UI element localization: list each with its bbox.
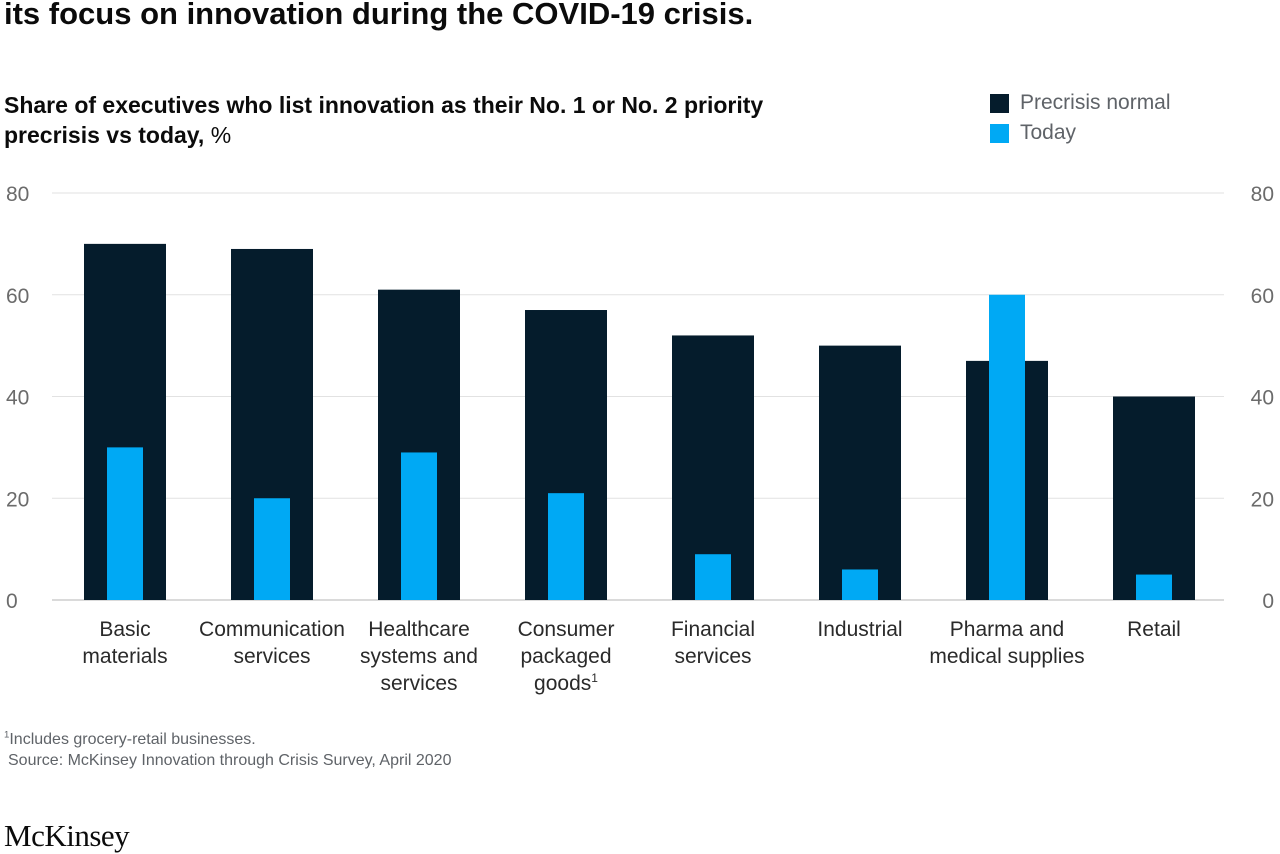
y-tick-left-40: 40	[6, 387, 29, 410]
footnote-note: 1Includes grocery-retail businesses.	[4, 729, 256, 748]
chart-subtitle: Share of executives who list innovation …	[4, 90, 763, 150]
x-category-label: systems and	[360, 645, 478, 668]
subtitle-unit: %	[210, 122, 232, 148]
x-category-label: goods1	[534, 671, 598, 695]
x-category-label: medical supplies	[929, 645, 1084, 668]
bar-today-5	[842, 569, 878, 600]
y-tick-right-60: 60	[1251, 285, 1274, 308]
footnotes: 1Includes grocery-retail businesses. Sou…	[4, 729, 451, 771]
bar-precrisis-7	[1113, 396, 1195, 600]
legend-label-today: Today	[1020, 121, 1077, 144]
category-footnote-marker: 1	[591, 671, 598, 685]
x-category-label: services	[380, 672, 457, 695]
bar-precrisis-5	[819, 345, 901, 600]
subtitle-line-2: precrisis vs today,	[4, 122, 205, 148]
y-tick-left-60: 60	[6, 285, 29, 308]
footnote-text: Includes grocery-retail businesses.	[9, 731, 256, 748]
y-tick-right-80: 80	[1251, 183, 1274, 206]
x-category-label: Basic	[99, 618, 150, 641]
bar-today-6	[989, 294, 1025, 600]
footnote-marker: 1	[4, 729, 10, 741]
bar-today-7	[1136, 574, 1172, 600]
x-category-label: services	[674, 645, 751, 668]
bar-today-0	[107, 447, 143, 600]
x-category-label: Healthcare	[368, 618, 470, 641]
y-tick-right-0: 0	[1262, 590, 1274, 613]
x-category-label: Pharma and	[950, 618, 1064, 641]
chart-legend: Precrisis normal Today	[990, 88, 1171, 148]
subtitle-line-1: Share of executives who list innovation …	[4, 92, 764, 118]
bar-today-1	[254, 498, 290, 600]
bar-today-3	[548, 493, 584, 600]
y-tick-left-20: 20	[6, 488, 29, 511]
x-category-label: Industrial	[817, 618, 902, 641]
y-tick-right-20: 20	[1251, 488, 1274, 511]
mckinsey-logo: McKinsey	[4, 818, 130, 853]
x-category-label: Consumer	[518, 618, 615, 641]
bar-chart: 0 0 20 20 40 40 60 60 80 80 Basic materials Communic…	[6, 183, 1274, 695]
y-tick-left-80: 80	[6, 183, 29, 206]
legend-swatch-precrisis	[990, 93, 1009, 113]
x-category-label: Financial	[671, 618, 755, 641]
y-tick-right-40: 40	[1251, 387, 1274, 410]
footnote-source: Source: McKinsey Innovation through Cris…	[8, 752, 452, 769]
legend-swatch-today	[990, 123, 1009, 143]
bar-today-4	[695, 554, 731, 600]
x-category-label: materials	[82, 645, 167, 668]
legend-item-today: Today	[990, 118, 1171, 148]
x-category-label: packaged	[520, 645, 611, 668]
x-category-label: services	[233, 645, 310, 668]
legend-label-precrisis: Precrisis normal	[1020, 91, 1171, 114]
x-category-label: Retail	[1127, 618, 1181, 641]
legend-item-precrisis: Precrisis normal	[990, 88, 1171, 118]
x-category-label: Communication	[199, 618, 345, 641]
bar-today-2	[401, 452, 437, 600]
y-tick-left-0: 0	[6, 590, 18, 613]
headline: its focus on innovation during the COVID…	[4, 0, 754, 31]
